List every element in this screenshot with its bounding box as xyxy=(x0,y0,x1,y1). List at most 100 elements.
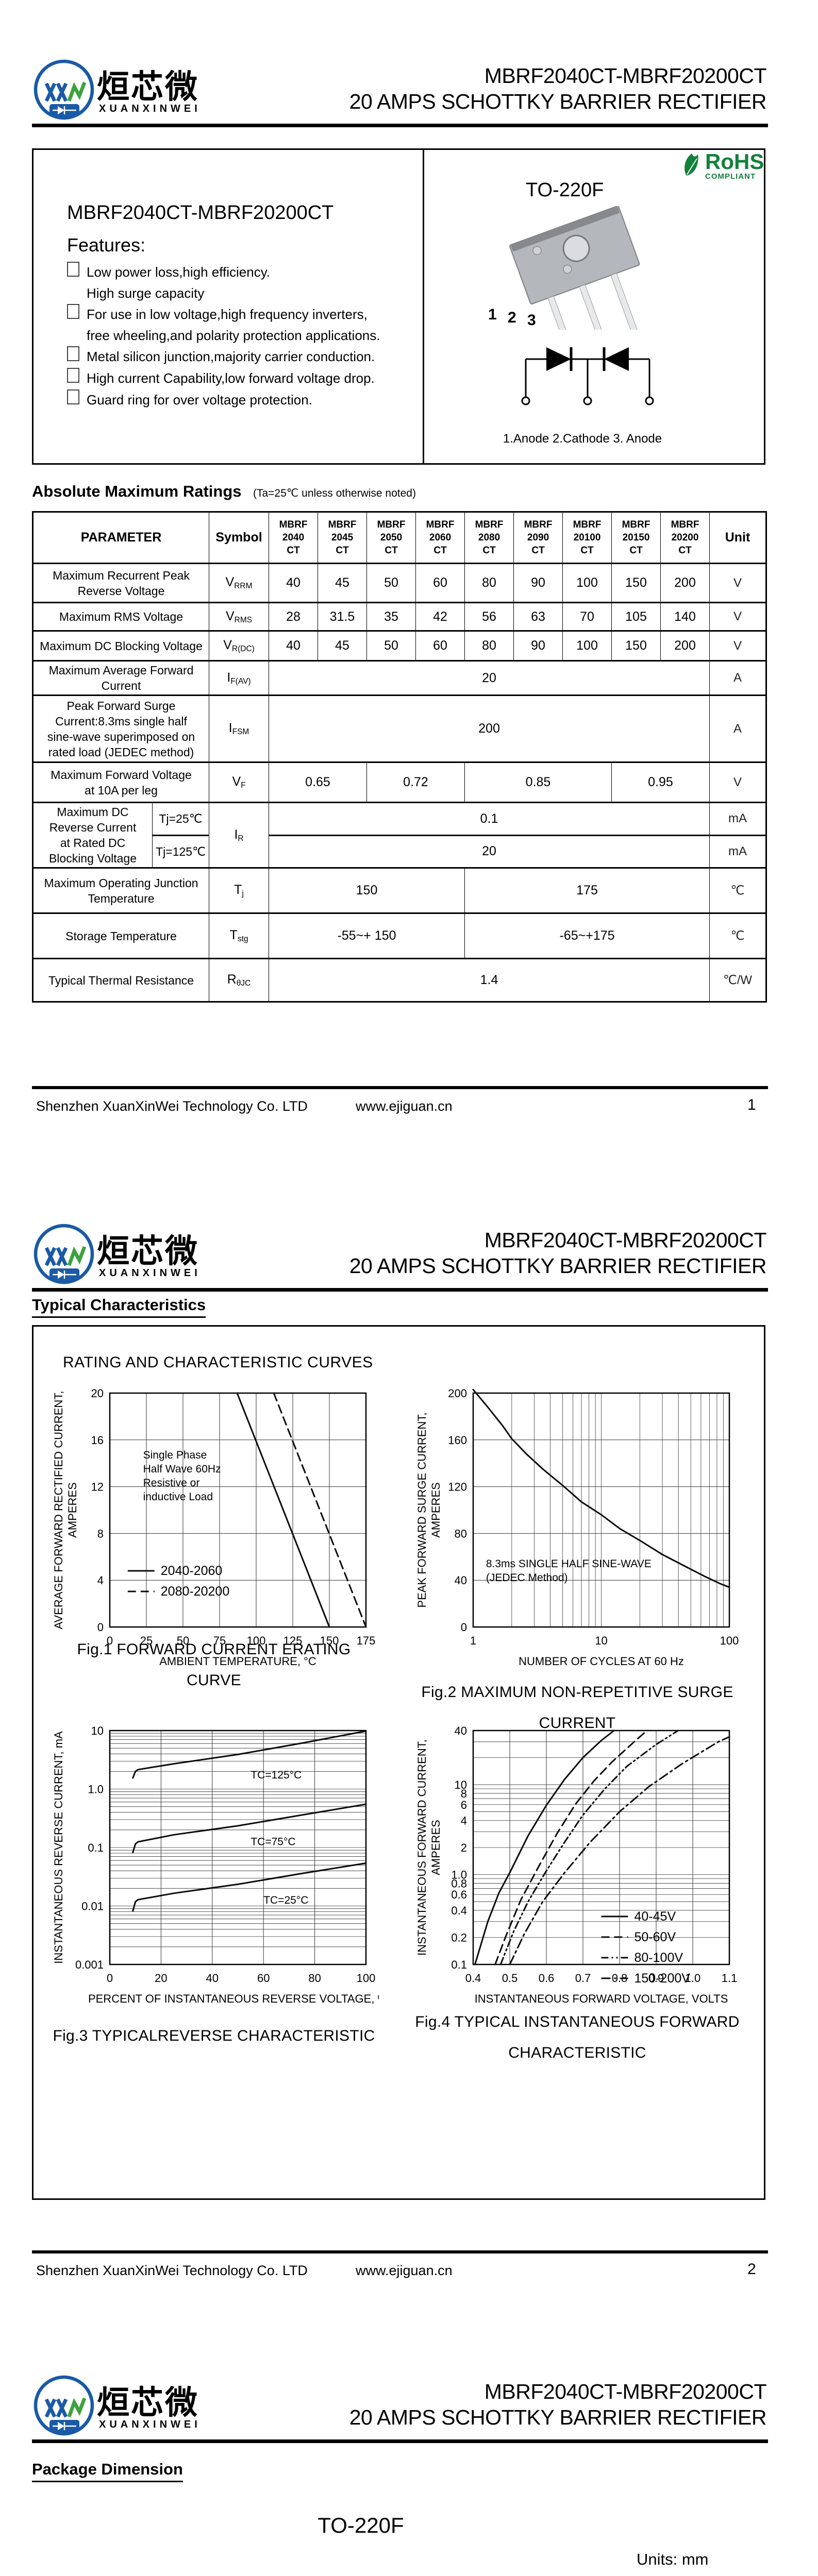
table-cell: 60 xyxy=(415,563,465,603)
table-cell: Maximum Forward Voltage at 10A per leg xyxy=(32,761,210,803)
svg-text:Single Phase: Single Phase xyxy=(143,1449,207,1461)
feature-item: Guard ring for over voltage protection. xyxy=(67,389,312,411)
checkbox-icon xyxy=(67,262,79,277)
table-row: Maximum RMS Voltage VRMS 28 31.5 35 42 56 63 70 1… xyxy=(32,602,767,632)
table-row: Maximum DC Reverse Current at Rated DC B… xyxy=(32,802,767,869)
svg-text:8: 8 xyxy=(97,1527,104,1540)
svg-text:Half Wave 60Hz: Half Wave 60Hz xyxy=(143,1463,221,1475)
svg-text:TC=75°C: TC=75°C xyxy=(251,1836,295,1848)
pin3-label: 3 xyxy=(527,312,536,329)
svg-text:0.8: 0.8 xyxy=(451,1877,467,1890)
svg-text:0: 0 xyxy=(107,1972,113,1985)
table-cell: 90 xyxy=(513,630,563,662)
company-logo-icon xyxy=(34,1224,94,1284)
table-row: Tj=125℃ 20 mA xyxy=(33,834,767,869)
fig3-chart-mount: 0 20 40 60 80 100 0.001 0.01 0.1 1.0 10 PERCENT OF … xyxy=(49,1723,388,2014)
svg-text:1.1: 1.1 xyxy=(722,1972,738,1985)
feature-item: Low power loss,high efficiency. High sur… xyxy=(67,262,270,304)
svg-text:0.7: 0.7 xyxy=(575,1972,591,1985)
doc-title-line2: 20 AMPS SCHOTTKY BARRIER RECTIFIER xyxy=(349,90,767,113)
svg-text:PEAK FORWARD SURGE CURRENT,: PEAK FORWARD SURGE CURRENT, xyxy=(415,1413,428,1608)
package-name-label: TO-220F xyxy=(318,2513,404,2537)
svg-text:80: 80 xyxy=(455,1527,467,1540)
table-cell: 100 xyxy=(562,630,612,662)
package-dimension-heading: Package Dimension xyxy=(32,2460,183,2482)
svg-text:PERCENT OF INSTANTANEOUS REVER: PERCENT OF INSTANTANEOUS REVERSE VOLTAGE… xyxy=(88,1992,379,2005)
dual-diode-schematic xyxy=(521,347,654,405)
svg-text:40: 40 xyxy=(206,1972,219,1985)
table-cell: MBRF 2060 CT xyxy=(415,511,465,564)
table-cell: VR(DC) xyxy=(209,630,270,662)
table-cell: Maximum DC Reverse Current at Rated DC B… xyxy=(32,802,153,869)
svg-text:1.0: 1.0 xyxy=(685,1972,701,1985)
table-cell: 40 xyxy=(269,563,319,603)
page-number: 2 xyxy=(747,2261,756,2278)
svg-text:INSTANTANEOUS REVERSE CURRENT,: INSTANTANEOUS REVERSE CURRENT, mA xyxy=(52,1731,65,1964)
table-cell: RθJC xyxy=(209,958,270,1003)
company-logo-icon xyxy=(34,2375,94,2436)
table-cell: Unit xyxy=(709,511,767,564)
pin1-label: 1 xyxy=(488,306,497,323)
svg-text:0.6: 0.6 xyxy=(451,1888,467,1901)
table-row: PARAMETER Symbol MBRF 2040 CT MBRF 2045 CT M… xyxy=(32,511,767,564)
doc-title: MBRF2040CT-MBRF20200CT 20 AMPS SCHOTTKY … xyxy=(349,63,767,114)
svg-text:0.1: 0.1 xyxy=(451,1958,467,1971)
table-cell: -55~+ 150 xyxy=(269,912,465,959)
svg-text:150-200V: 150-200V xyxy=(635,1971,691,1986)
svg-text:TC=25°C: TC=25°C xyxy=(263,1894,308,1906)
overview-box xyxy=(32,148,765,465)
svg-text:2: 2 xyxy=(461,1841,467,1854)
table-cell: 28 xyxy=(269,602,319,632)
table-cell: Maximum Recurrent Peak Reverse Voltage xyxy=(32,563,210,603)
units-label: Units: mm xyxy=(637,2550,709,2568)
table-cell: VRRM xyxy=(209,563,270,603)
fig2-chart-mount: 1 10 100 0 40 80 120 160 200 NUMBER OF CYCLES AT … xyxy=(412,1386,742,1677)
table-cell: 200 xyxy=(660,563,710,603)
company-logo-icon xyxy=(34,59,94,120)
table-cell: MBRF 20100 CT xyxy=(562,511,612,564)
table-cell: 70 xyxy=(562,602,612,632)
series-TC=25C xyxy=(132,1862,367,1912)
table-cell: MBRF 2050 CT xyxy=(366,511,416,564)
table-cell: 45 xyxy=(318,630,368,662)
svg-text:6: 6 xyxy=(461,1799,467,1811)
svg-text:200: 200 xyxy=(448,1387,467,1400)
table-cell: 200 xyxy=(660,630,710,662)
svg-text:0.1: 0.1 xyxy=(88,1841,104,1854)
svg-text:0.01: 0.01 xyxy=(81,1900,104,1913)
package-dimension-drawing: A A1 A2 C C1 B1 D D1 E E1 xyxy=(201,2572,613,2576)
svg-text:1: 1 xyxy=(470,1634,476,1647)
svg-text:2080-20200: 2080-20200 xyxy=(161,1584,229,1599)
series-TC=125C xyxy=(132,1730,367,1779)
checkbox-icon xyxy=(67,346,79,361)
svg-text:20: 20 xyxy=(155,1972,167,1985)
brand-name-cn: 烜芯微 xyxy=(97,1232,199,1270)
table-cell: V xyxy=(709,602,767,632)
svg-text:40: 40 xyxy=(455,1574,467,1587)
table-cell: V xyxy=(709,563,767,603)
feature-item: Metal silicon junction,majority carrier … xyxy=(67,346,375,367)
feature-item: High current Capability,low forward volt… xyxy=(67,368,375,389)
svg-text:0: 0 xyxy=(107,1634,113,1647)
table-cell: 35 xyxy=(366,602,416,632)
svg-text:AMPERES: AMPERES xyxy=(429,1820,442,1875)
table-cell: V xyxy=(709,630,767,662)
checkbox-icon xyxy=(67,389,79,404)
svg-text:Resistive or: Resistive or xyxy=(143,1477,200,1489)
table-cell: 140 xyxy=(660,602,710,632)
table-row: Maximum Operating Junction Temperature Tj… xyxy=(32,867,767,914)
table-cell: 150 xyxy=(611,630,661,662)
svg-text:2040-2060: 2040-2060 xyxy=(161,1564,223,1578)
svg-text:0: 0 xyxy=(461,1621,467,1634)
svg-text:100: 100 xyxy=(720,1634,739,1647)
table-cell: Typical Thermal Resistance xyxy=(32,958,210,1003)
svg-text:80-100V: 80-100V xyxy=(635,1951,683,1965)
svg-text:100: 100 xyxy=(247,1634,266,1647)
table-cell: 0.1 xyxy=(269,802,710,836)
brand-name-cn: 烜芯微 xyxy=(97,2384,199,2421)
svg-text:8.3ms SINGLE HALF SINE-WAVE: 8.3ms SINGLE HALF SINE-WAVE xyxy=(486,1558,652,1570)
table-cell: 90 xyxy=(513,563,563,603)
brand-name-en: XUANXINWEI xyxy=(99,1267,201,1279)
rohs-label: RoHS xyxy=(705,149,764,174)
